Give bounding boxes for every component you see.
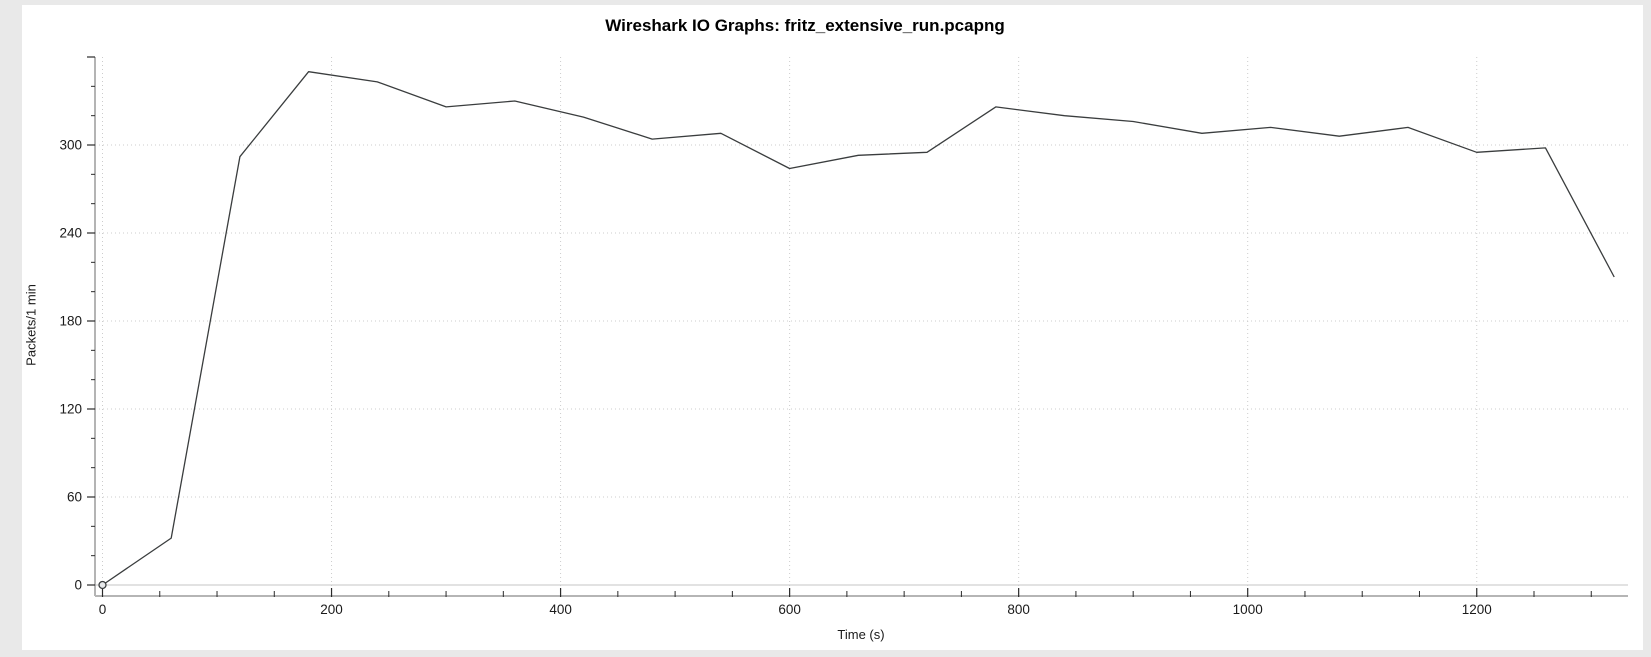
x-tick-label: 1200: [1462, 602, 1492, 617]
x-tick-label: 400: [549, 602, 572, 617]
x-tick-label: 800: [1007, 602, 1030, 617]
x-axis-title: Time (s): [837, 627, 885, 642]
y-axis-title: Packets/1 min: [23, 284, 39, 366]
y-tick-label: 60: [67, 489, 82, 504]
x-tick-label: 1000: [1233, 602, 1263, 617]
x-tick-label: 0: [99, 602, 107, 617]
y-tick-label: 180: [59, 313, 82, 328]
series-line: [102, 71, 1615, 586]
origin-point-marker: [98, 580, 107, 590]
chart-title: Wireshark IO Graphs: fritz_extensive_run…: [605, 16, 1005, 35]
x-tick-label: 600: [778, 602, 801, 617]
y-tick-label: 240: [59, 225, 82, 240]
y-tick-label: 120: [59, 401, 82, 416]
y-tick-label: 0: [74, 578, 82, 593]
y-tick-label: 300: [59, 137, 82, 152]
chart-card: [22, 5, 1643, 650]
x-tick-label: 200: [320, 602, 343, 617]
